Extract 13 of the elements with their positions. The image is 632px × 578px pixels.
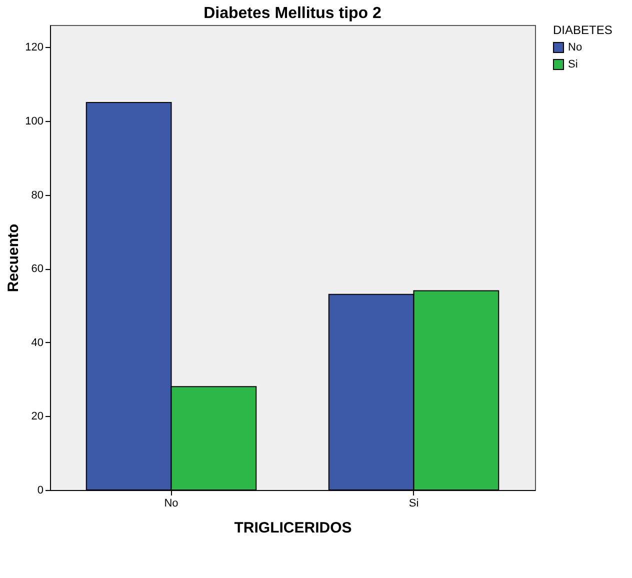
legend-label: Si bbox=[568, 58, 578, 70]
y-tick-label: 0 bbox=[37, 484, 44, 496]
y-tick-label: 120 bbox=[25, 42, 44, 54]
legend-label: No bbox=[568, 42, 582, 54]
legend-title: DIABETES bbox=[553, 23, 612, 37]
x-axis-title: TRIGLICERIDOS bbox=[234, 520, 352, 536]
chart-title: Diabetes Mellitus tipo 2 bbox=[204, 5, 382, 22]
y-tick-label: 80 bbox=[31, 189, 44, 202]
y-tick-label: 40 bbox=[31, 336, 44, 349]
y-tick-label: 20 bbox=[31, 410, 44, 423]
y-tick-label: 100 bbox=[25, 115, 44, 128]
y-axis-title: Recuento bbox=[5, 224, 22, 292]
y-tick-label: 60 bbox=[31, 263, 44, 276]
